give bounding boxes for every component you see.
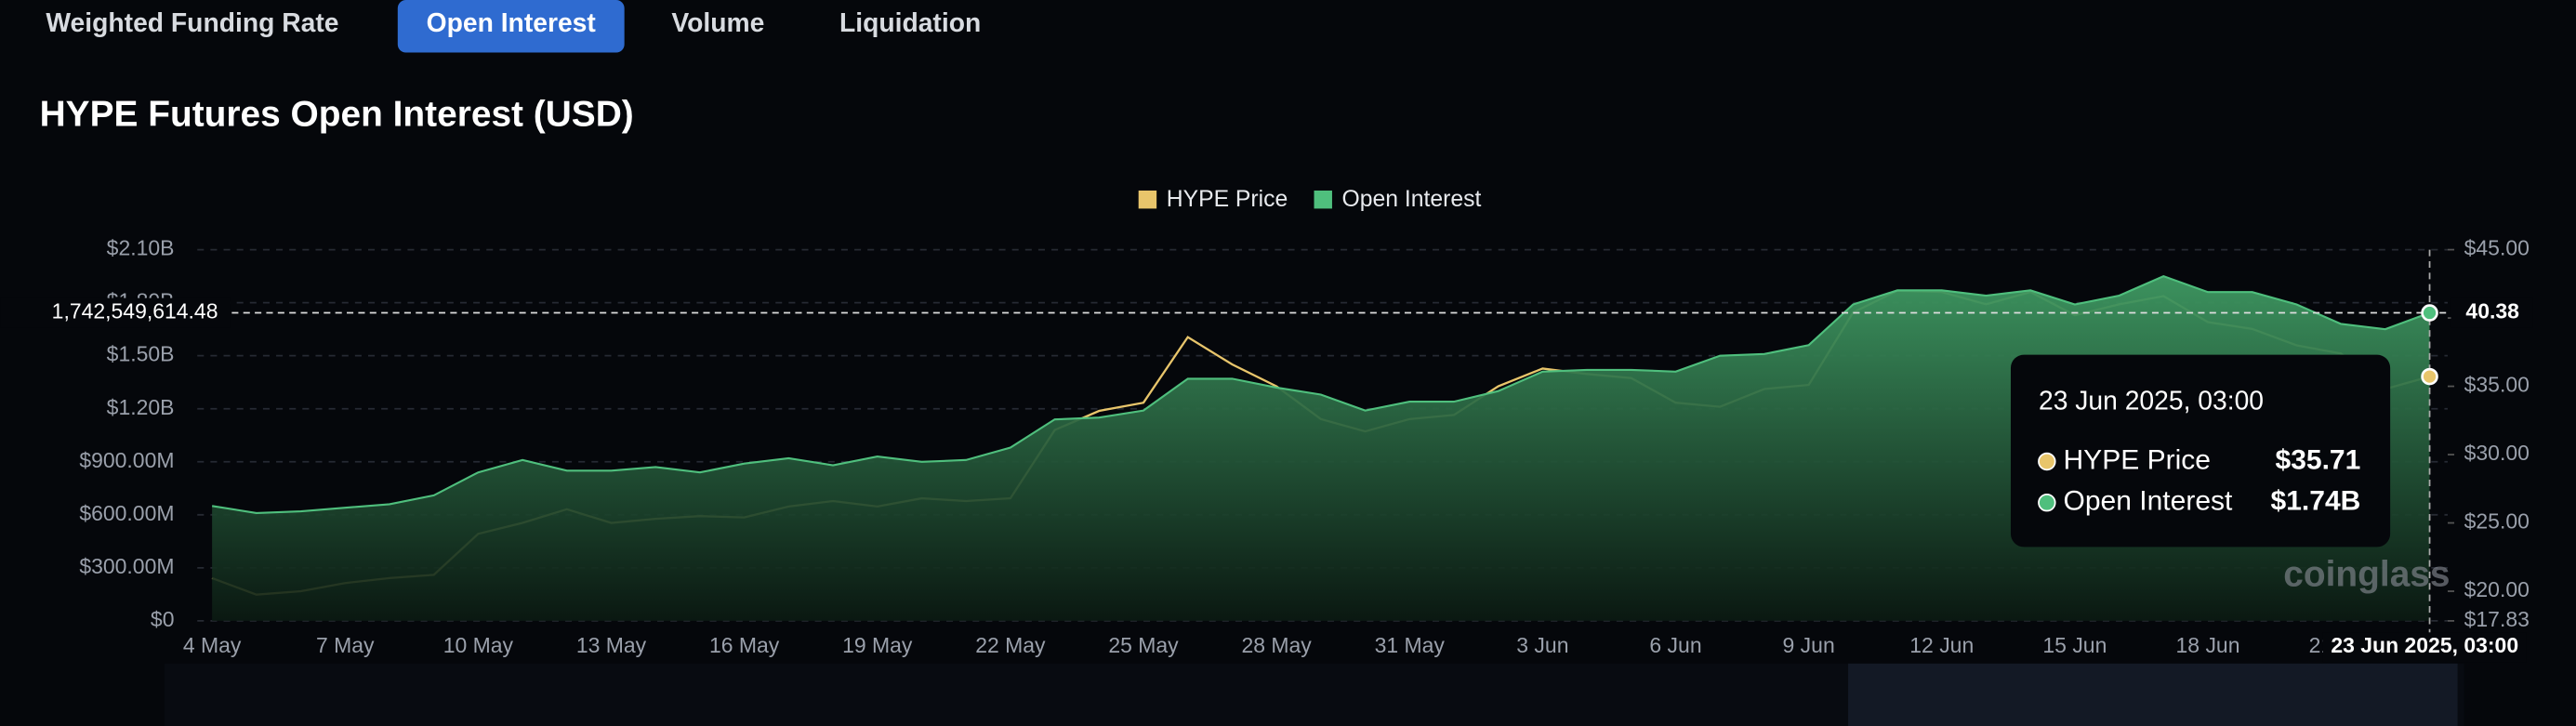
- x-tick-label: 16 May: [709, 633, 780, 657]
- legend-swatch: [1314, 190, 1332, 209]
- y-tick-label: $300.00M: [79, 554, 174, 578]
- y-tick-label: $900.00M: [79, 448, 174, 472]
- y2-tick-label: $35.00: [2464, 373, 2530, 397]
- x-tick-label: 7 May: [316, 633, 375, 657]
- x-tick-label: 31 May: [1375, 633, 1446, 657]
- tooltip: [2010, 354, 2391, 548]
- y2-tick-label: $45.00: [2464, 236, 2530, 260]
- x-tick-label: 25 May: [1108, 633, 1179, 657]
- crosshair-y2-label: 40.38: [2465, 299, 2519, 323]
- x-tick-label: 15 Jun: [2042, 633, 2107, 657]
- y-tick-label: $2.10B: [107, 236, 175, 260]
- navigator[interactable]: [164, 663, 2464, 726]
- tab[interactable]: Liquidation: [839, 7, 981, 37]
- tab-label: Liquidation: [839, 7, 981, 37]
- x-tick-label: 10 May: [443, 633, 514, 657]
- tooltip-marker: [2038, 452, 2056, 471]
- x-tick-label: 28 May: [1241, 633, 1312, 657]
- x-tick-label: 6 Jun: [1649, 633, 1701, 657]
- x-tick-label: 3 Jun: [1516, 633, 1568, 657]
- x-tick-label: 9 Jun: [1783, 633, 1835, 657]
- tab-background: [397, 0, 625, 53]
- tab-label: Open Interest: [427, 7, 597, 37]
- crosshair-y2-box: [2451, 297, 2533, 328]
- tooltip-value: $35.71: [2276, 444, 2361, 475]
- tab[interactable]: Weighted Funding Rate: [46, 7, 338, 37]
- hover-point: [2421, 367, 2438, 386]
- y-tick-label: $1.20B: [107, 395, 175, 419]
- crosshair-x-box: [2322, 632, 2527, 663]
- hover-point: [2421, 304, 2438, 322]
- legend-swatch: [1138, 190, 1157, 209]
- y-tick-label: $600.00M: [79, 501, 174, 525]
- x-tick-label: 13 May: [576, 633, 647, 657]
- legend-label: HYPE Price: [1167, 187, 1288, 212]
- x-tick-label: 4 May: [183, 633, 242, 657]
- watermark: coinglass: [2283, 554, 2450, 594]
- area: [212, 276, 2430, 621]
- tooltip-name: Open Interest: [2064, 486, 2234, 517]
- chart-title: HYPE Futures Open Interest (USD): [40, 95, 634, 135]
- tooltip-marker: [2038, 493, 2056, 512]
- x-tick-label: 19 May: [842, 633, 913, 657]
- y2-tick-label: $30.00: [2464, 441, 2530, 465]
- y2-tick-label: $25.00: [2464, 509, 2530, 534]
- tab[interactable]: Volume: [671, 7, 764, 37]
- tab-label: Weighted Funding Rate: [46, 7, 338, 37]
- series-line: [211, 274, 2430, 514]
- crosshair-x-label: 23 Jun 2025, 03:00: [2331, 633, 2518, 657]
- tooltip-name: HYPE Price: [2064, 444, 2211, 475]
- legend-label: Open Interest: [1342, 187, 1482, 212]
- tab[interactable]: Open Interest: [397, 0, 625, 53]
- crosshair-y-label: 1,742,549,614.48: [52, 299, 218, 323]
- x-tick-label: 18 Jun: [2176, 633, 2240, 657]
- x-tick-label: 22 May: [975, 633, 1046, 657]
- tab-label: Volume: [671, 7, 764, 37]
- y2-tick-label: $20.00: [2464, 577, 2530, 601]
- y2-tick-label: $17.83: [2464, 607, 2530, 631]
- tooltip-value: $1.74B: [2271, 486, 2361, 517]
- y-tick-label: $1.50B: [107, 342, 175, 366]
- tooltip-title: 23 Jun 2025, 03:00: [2039, 385, 2264, 415]
- crosshair-y-box: [0, 297, 231, 328]
- x-tick-label: 12 Jun: [1909, 633, 1974, 657]
- y-tick-label: $0: [151, 607, 175, 631]
